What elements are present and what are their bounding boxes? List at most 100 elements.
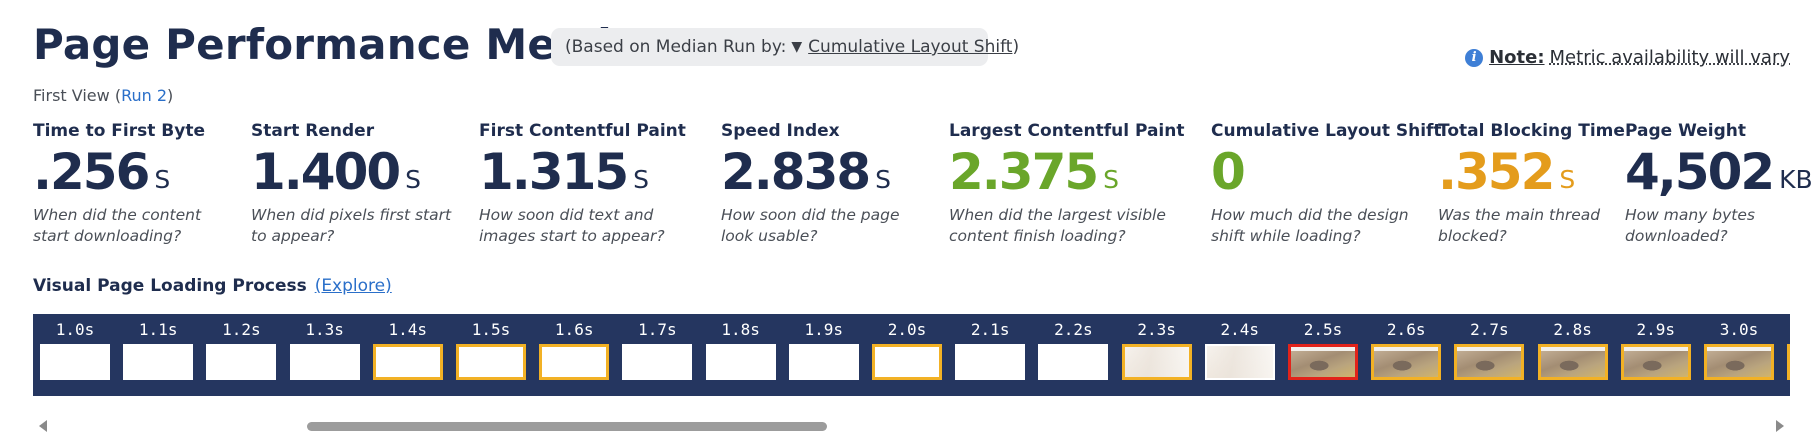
- metric-availability-note[interactable]: i Note: Metric availability will vary: [1465, 47, 1790, 68]
- metric-value: 2.375: [949, 143, 1099, 201]
- frame-thumbnail[interactable]: [955, 344, 1026, 380]
- frame-thumbnail[interactable]: [705, 344, 776, 380]
- filmstrip-frame[interactable]: 1.9s: [788, 314, 860, 380]
- metric-desc-line1: How much did the design: [1211, 206, 1409, 224]
- filmstrip-frame[interactable]: 3.0s: [1703, 314, 1775, 380]
- filmstrip-frame[interactable]: 2.0s: [871, 314, 943, 380]
- filmstrip-frame[interactable]: 2.8s: [1537, 314, 1609, 380]
- frame-thumbnail[interactable]: [40, 344, 110, 380]
- note-label: Note:: [1489, 47, 1545, 68]
- horizontal-scrollbar[interactable]: [33, 418, 1790, 434]
- metric-fcp: First Contentful Paint 1.315 S How soon d…: [479, 121, 686, 247]
- metric-desc-line2: downloaded?: [1625, 227, 1728, 245]
- metric-unit: S: [875, 165, 892, 194]
- scroll-left-icon[interactable]: [39, 420, 47, 432]
- metric-label: First Contentful Paint: [479, 121, 686, 141]
- run-link[interactable]: Run 2: [121, 86, 168, 105]
- frame-thumbnail[interactable]: [1704, 344, 1774, 380]
- metric-unit: S: [633, 165, 650, 194]
- filmstrip-frame[interactable]: 1.6s: [538, 314, 610, 380]
- metric-label: Time to First Byte: [33, 121, 205, 141]
- metric-desc-line1: When did the largest visible: [949, 206, 1166, 224]
- first-view-prefix: First View (: [33, 86, 122, 105]
- metric-value: 1.400: [251, 143, 401, 201]
- frame-time: 2.6s: [1386, 320, 1426, 339]
- filmstrip-frame[interactable]: 2.7s: [1453, 314, 1525, 380]
- frame-thumbnail[interactable]: [289, 344, 360, 380]
- frame-thumbnail[interactable]: [372, 344, 443, 380]
- metric-start-render: Start Render 1.400 S When did pixels firs…: [251, 121, 451, 247]
- filmstrip-frame[interactable]: 2.4s: [1204, 314, 1276, 380]
- frame-time: 2.5s: [1303, 320, 1343, 339]
- metric-desc-line1: Was the main thread: [1438, 206, 1601, 224]
- filmstrip-frame[interactable]: 1.0s: [39, 314, 111, 380]
- filmstrip[interactable]: 1.0s 1.1s 1.2s 1.3s 1.4s 1.5s 1.6s 1.7s 1.8s 1.9s…: [33, 314, 1790, 396]
- metric-unit: S: [154, 165, 171, 194]
- frame-thumbnail[interactable]: [1454, 344, 1525, 380]
- frame-time: 1.7s: [638, 320, 677, 339]
- frame-thumbnail[interactable]: [1620, 344, 1691, 380]
- triangle-down-icon[interactable]: ▼: [791, 39, 803, 55]
- metric-lcp: Largest Contentful Paint 2.375 S When did…: [949, 121, 1184, 247]
- filmstrip-frame[interactable]: 2.9s: [1620, 314, 1692, 380]
- scroll-thumb[interactable]: [307, 422, 827, 431]
- frame-thumbnail[interactable]: [1204, 344, 1275, 380]
- frame-thumbnail[interactable]: [788, 344, 859, 380]
- metric-value: 4,502: [1625, 143, 1775, 201]
- first-view-suffix: ): [167, 86, 174, 105]
- filmstrip-frame[interactable]: [1786, 314, 1790, 380]
- metric-ttfb: Time to First Byte .256 S When did the co…: [33, 121, 205, 247]
- frame-thumbnail[interactable]: [206, 344, 277, 380]
- metric-tbt: Total Blocking Time .352 S Was the main t…: [1438, 121, 1625, 247]
- info-icon: i: [1465, 48, 1484, 67]
- filmstrip-frame[interactable]: 2.3s: [1121, 314, 1193, 380]
- frame-thumbnail[interactable]: [872, 344, 942, 380]
- frame-thumbnail[interactable]: [456, 344, 526, 380]
- frame-time: 2.0s: [887, 320, 927, 339]
- filmstrip-frame[interactable]: 2.1s: [954, 314, 1026, 380]
- frame-thumbnail[interactable]: [622, 344, 693, 380]
- frame-thumbnail[interactable]: [1121, 344, 1192, 380]
- filmstrip-frame[interactable]: 1.2s: [205, 314, 277, 380]
- frame-time: [1786, 314, 1790, 344]
- frame-thumbnail[interactable]: [539, 344, 610, 380]
- filmstrip-frame[interactable]: 2.5s: [1287, 314, 1359, 380]
- filmstrip-frame[interactable]: 2.2s: [1037, 314, 1109, 380]
- frame-time: 1.6s: [554, 320, 594, 339]
- metric-desc-line1: When did the content: [33, 206, 202, 224]
- filmstrip-frame[interactable]: 1.1s: [122, 314, 194, 380]
- scroll-right-icon[interactable]: [1776, 420, 1784, 432]
- filmstrip-frame[interactable]: 1.5s: [455, 314, 527, 380]
- first-view-label: First View (Run 2): [33, 86, 173, 105]
- metric-desc-line2: look usable?: [721, 227, 818, 245]
- frame-time: 1.2s: [222, 320, 261, 339]
- metric-unit: S: [1559, 165, 1576, 194]
- metric-desc-line2: blocked?: [1438, 227, 1507, 245]
- filmstrip-frame[interactable]: 1.7s: [621, 314, 693, 380]
- metric-value: .352: [1438, 143, 1555, 201]
- filmstrip-frame[interactable]: 1.4s: [372, 314, 444, 380]
- explore-link[interactable]: (Explore): [314, 276, 392, 296]
- filmstrip-frame[interactable]: 2.6s: [1370, 314, 1442, 380]
- metric-unit: KB: [1779, 165, 1813, 194]
- frame-thumbnail[interactable]: [1787, 344, 1790, 380]
- metric-value: .256: [33, 143, 150, 201]
- frame-thumbnail[interactable]: [1038, 344, 1109, 380]
- metric-desc-line2: content finish loading?: [949, 227, 1126, 245]
- frame-thumbnail[interactable]: [1371, 344, 1442, 380]
- metric-desc-line2: images start to appear?: [479, 227, 665, 245]
- note-text[interactable]: Metric availability will vary: [1549, 47, 1790, 68]
- frame-time: 1.3s: [305, 320, 344, 339]
- median-metric-link[interactable]: Cumulative Layout Shift: [808, 37, 1013, 57]
- frame-thumbnail[interactable]: [123, 344, 194, 380]
- metric-cls: Cumulative Layout Shift 0 How much did t…: [1211, 121, 1442, 247]
- filmstrip-frame[interactable]: 1.8s: [705, 314, 777, 380]
- metric-desc-line2: start downloading?: [33, 227, 182, 245]
- filmstrip-frame[interactable]: 1.3s: [289, 314, 361, 380]
- frame-thumbnail[interactable]: [1537, 344, 1608, 380]
- metric-label: Start Render: [251, 121, 375, 141]
- frame-time: 3.0s: [1719, 320, 1759, 339]
- metric-desc-line1: How many bytes: [1625, 206, 1755, 224]
- frame-thumbnail[interactable]: [1288, 344, 1358, 380]
- frame-time: 2.3s: [1137, 320, 1176, 339]
